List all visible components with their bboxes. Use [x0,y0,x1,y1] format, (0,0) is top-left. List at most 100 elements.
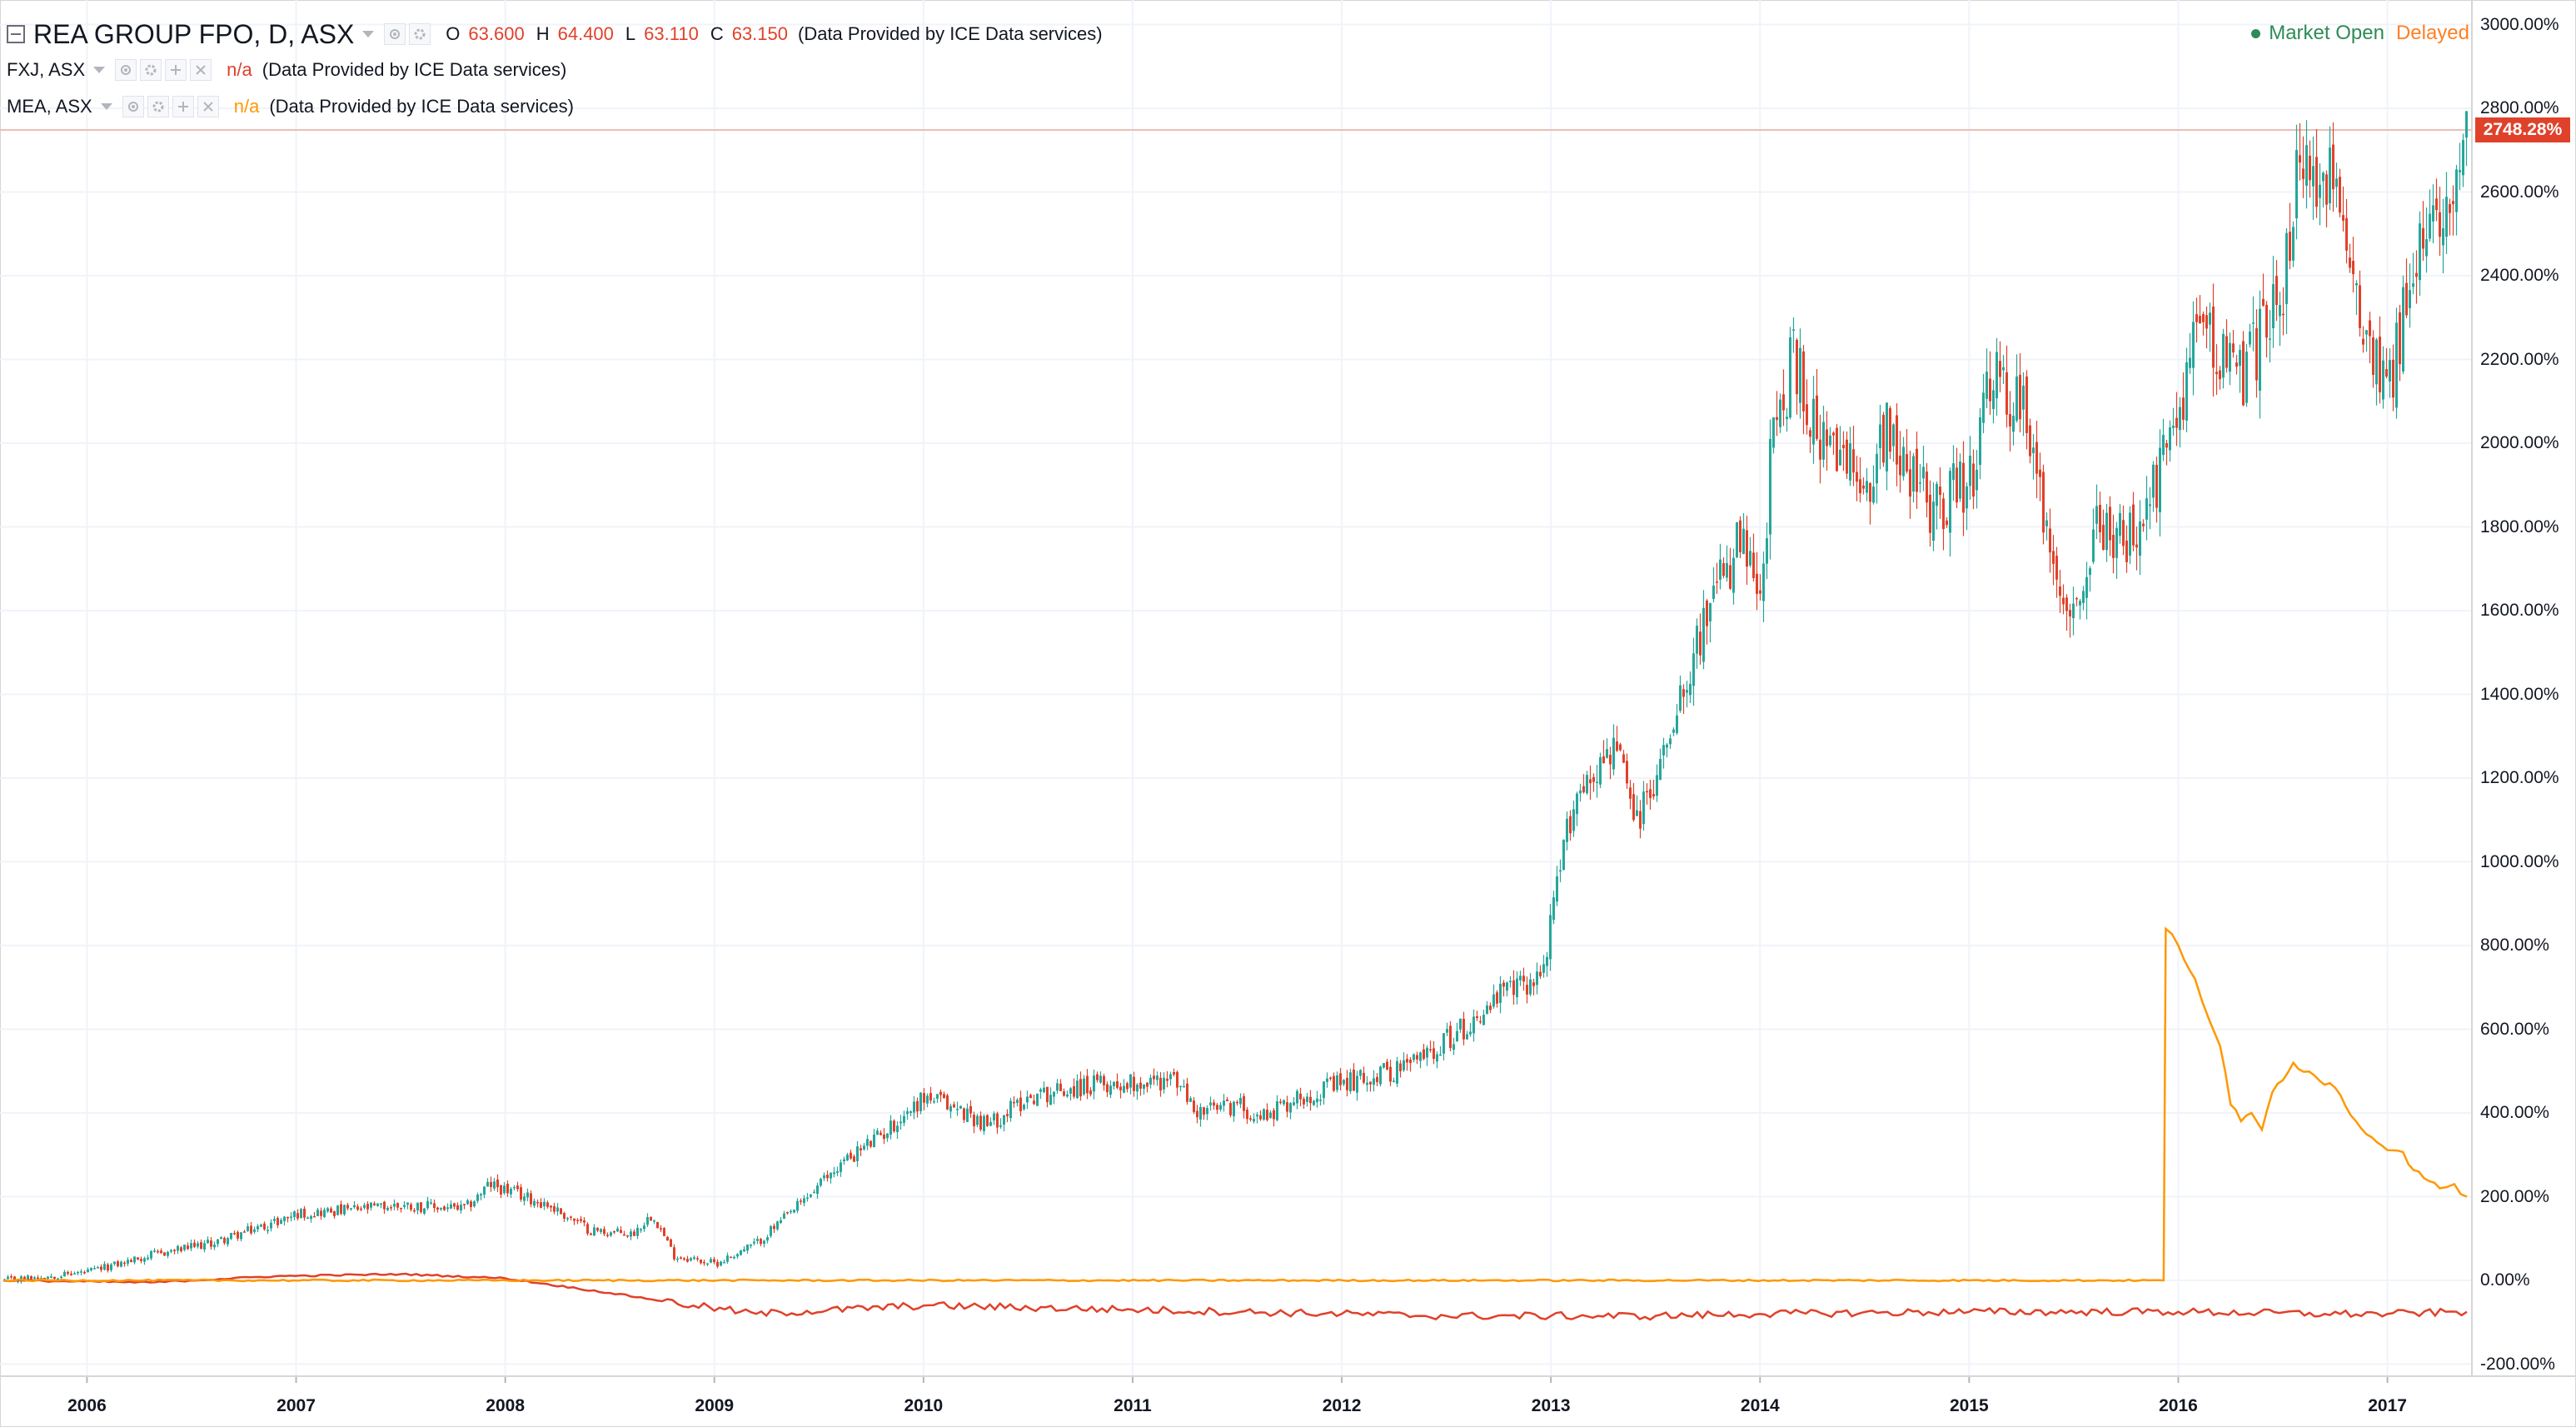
chevron-down-icon[interactable] [93,67,106,73]
candle-body [200,1242,202,1250]
candle-body [1396,1060,1398,1084]
candle-body [786,1211,789,1214]
candle-body [1023,1105,1025,1110]
candle-body [949,1105,952,1112]
candle-body [1423,1049,1425,1060]
candle-body [250,1225,252,1234]
candle-body [2425,239,2428,257]
candle-body [1856,472,1858,482]
candle-body [1722,562,1725,576]
candle-body [1059,1083,1062,1091]
candle-body [2405,282,2408,316]
candle-body [147,1257,149,1260]
candle-body [2332,144,2334,190]
compare-series-name[interactable]: FXJ, ASX [7,59,86,80]
x-tick-label: 2015 [1950,1396,1989,1415]
candle-body [543,1201,546,1206]
candle-body [1939,486,1941,496]
eye-icon[interactable] [384,23,406,45]
candle-body [1499,983,1502,1003]
candle-body [586,1224,589,1234]
candle-body [1526,985,1528,995]
candle-body [480,1194,482,1196]
candle-body [1596,781,1598,784]
plus-icon[interactable] [165,59,187,81]
candle-body [2209,312,2211,325]
candle-body [2115,527,2118,558]
close-icon[interactable] [197,96,219,117]
legend-compare-mea[interactable]: MEA, ASX n/a (Data Provided by ICE Data … [7,92,574,122]
candle-body [2432,205,2434,222]
main-series-name[interactable]: REA GROUP FPO, D, ASX [33,18,355,49]
candle-body [1876,453,1878,484]
candle-body [1546,956,1548,966]
candle-body [939,1091,942,1095]
candle-body [690,1258,692,1261]
candle-body [1019,1097,1022,1111]
candle-body [13,1276,16,1281]
candle-body [197,1243,199,1247]
candle-body [1276,1100,1278,1120]
candle-body [620,1230,622,1234]
chevron-down-icon[interactable] [100,103,112,110]
gear-icon[interactable] [147,96,169,117]
candle-body [1749,551,1751,566]
candle-body [193,1242,196,1247]
candle-body [1299,1093,1302,1100]
eye-icon[interactable] [122,96,144,117]
candle-body [1922,467,1925,479]
candle-body [896,1125,899,1133]
candle-body [1219,1105,1222,1110]
candle-body [2135,544,2138,548]
candle-body [806,1197,809,1200]
candle-body [2045,520,2048,526]
candle-body [1842,445,1845,449]
candle-body [67,1271,69,1274]
candle-body [353,1205,356,1208]
gear-icon[interactable] [140,59,162,81]
candle-body [1902,447,1905,476]
candle-body [2012,416,2015,432]
candle-body [1622,754,1625,763]
candle-body [1063,1091,1065,1096]
candle-body [2379,337,2381,392]
candle-body [130,1260,132,1262]
candle-body [1532,982,1535,986]
legend-main-series[interactable]: REA GROUP FPO, D, ASX O 63.600 H 64.400 … [7,15,1103,53]
candle-body [2439,212,2441,237]
candle-body [320,1210,322,1216]
candle-body [646,1216,649,1225]
candle-body [1819,439,1821,460]
candle-body [2385,369,2388,377]
candle-body [363,1205,366,1208]
candle-body [2292,227,2294,261]
candle-body [1476,1015,1478,1019]
plus-icon[interactable] [172,96,194,117]
eye-icon[interactable] [115,59,137,81]
candle-body [2192,322,2195,368]
candle-body [2235,362,2238,367]
candle-body [2329,147,2331,204]
chevron-down-icon[interactable] [362,31,375,37]
candle-body [513,1186,516,1189]
close-icon[interactable] [190,59,212,81]
candle-body [1029,1095,1032,1099]
low-label: L [625,23,636,44]
collapse-legend-icon[interactable] [7,25,25,43]
candle-body [2005,372,2008,415]
candle-body [1079,1079,1082,1097]
candle-body [1699,631,1702,656]
candle-body [490,1181,492,1188]
candle-body [1716,581,1718,583]
candle-body [999,1125,1002,1127]
legend-compare-fxj[interactable]: FXJ, ASX n/a (Data Provided by ICE Data … [7,55,566,85]
compare-series-name[interactable]: MEA, ASX [7,96,92,117]
candle-body [1176,1071,1178,1088]
candle-body [1456,1030,1458,1042]
candle-body [2452,201,2454,205]
gear-icon[interactable] [409,23,431,45]
candle-body [1869,483,1871,502]
candle-body [33,1277,36,1280]
candle-body [2409,290,2411,308]
